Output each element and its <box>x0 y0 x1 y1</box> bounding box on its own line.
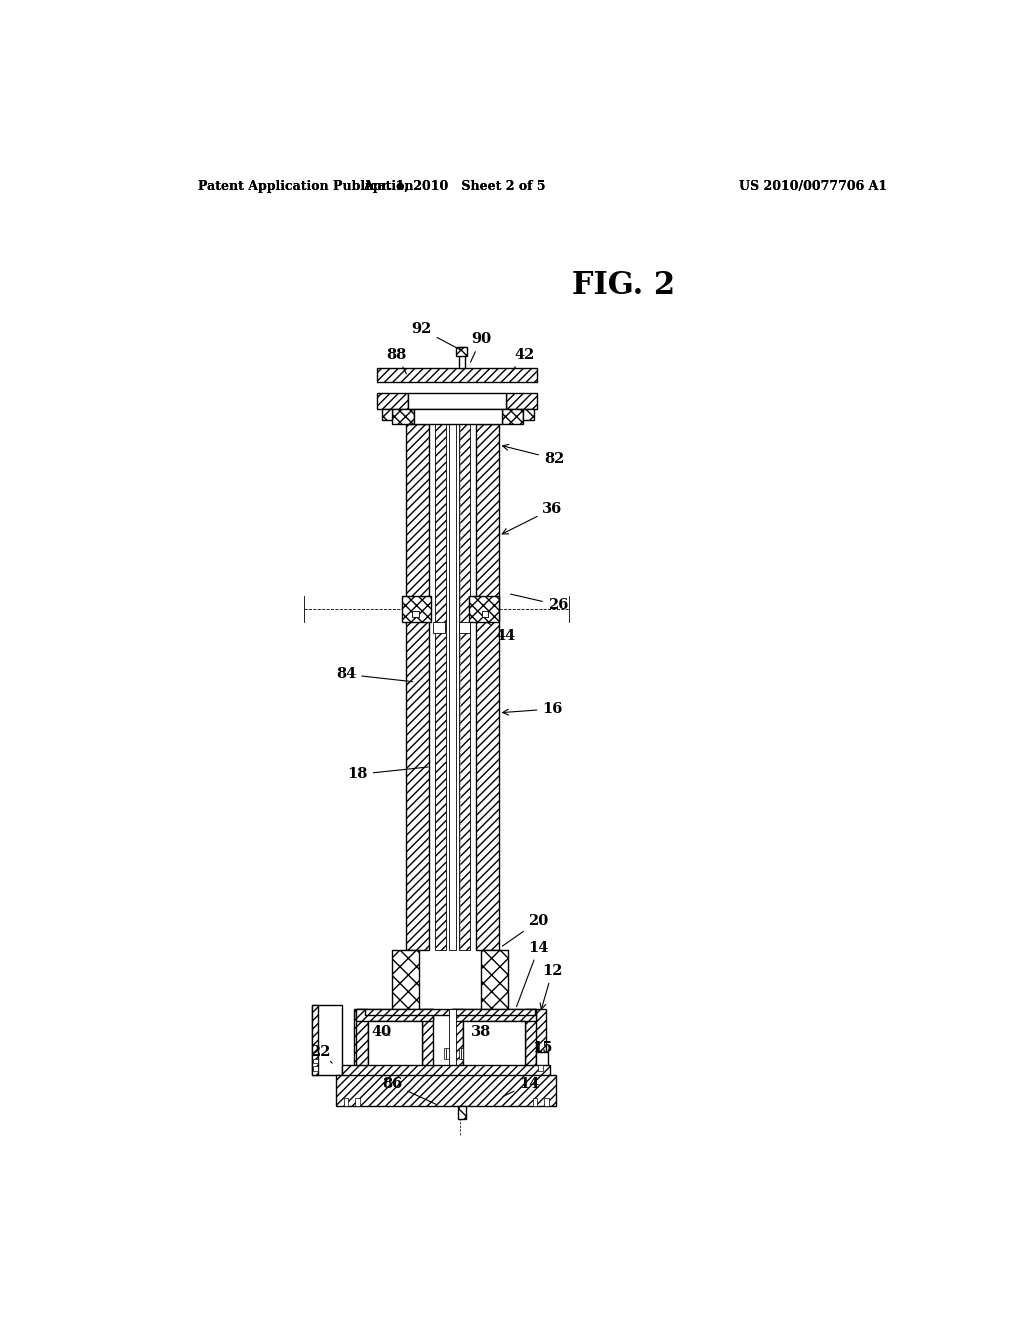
Bar <box>377 393 408 409</box>
Bar <box>422 1010 433 1074</box>
Bar <box>481 950 508 1010</box>
Text: 22: 22 <box>309 1044 333 1063</box>
Text: 15: 15 <box>532 1040 553 1055</box>
Bar <box>537 1052 548 1074</box>
Text: 36: 36 <box>502 502 562 533</box>
Bar <box>457 347 467 356</box>
Bar <box>502 409 523 424</box>
Text: 90: 90 <box>470 333 490 362</box>
Bar <box>368 1020 422 1074</box>
Bar <box>355 1098 360 1106</box>
Text: 38: 38 <box>471 1026 492 1039</box>
Bar <box>459 1048 461 1059</box>
Text: 40: 40 <box>372 1026 391 1039</box>
Text: 88: 88 <box>386 347 407 374</box>
Bar <box>523 409 535 420</box>
Text: 86: 86 <box>382 1077 436 1105</box>
Bar <box>481 611 487 618</box>
Bar <box>366 1010 535 1015</box>
Text: 12: 12 <box>540 964 563 1010</box>
Text: 20: 20 <box>503 913 549 946</box>
Text: 18: 18 <box>347 767 428 781</box>
Bar <box>506 393 538 409</box>
Text: 42: 42 <box>510 347 535 374</box>
Bar <box>382 409 392 420</box>
Bar <box>449 424 457 950</box>
Bar <box>459 347 465 368</box>
Bar <box>342 1065 550 1081</box>
Bar <box>313 1059 317 1063</box>
Bar <box>449 1010 457 1071</box>
Bar <box>444 1048 446 1059</box>
Bar <box>446 1048 449 1059</box>
Bar <box>435 424 446 950</box>
Bar <box>336 1074 556 1106</box>
Bar <box>313 1067 317 1071</box>
Bar <box>544 1098 549 1106</box>
Bar <box>401 595 431 622</box>
Bar <box>463 1020 524 1074</box>
Text: FIG. 2: FIG. 2 <box>571 271 675 301</box>
Bar <box>377 368 538 381</box>
Bar <box>356 1010 433 1020</box>
Bar <box>311 1006 317 1074</box>
Bar <box>458 1106 466 1119</box>
Bar <box>413 611 419 618</box>
Text: 16: 16 <box>503 702 563 715</box>
Text: US 2010/0077706 A1: US 2010/0077706 A1 <box>739 181 887 194</box>
Bar <box>408 393 506 409</box>
Bar <box>459 622 470 634</box>
Bar <box>535 1010 547 1074</box>
Text: 14: 14 <box>503 1077 540 1097</box>
Bar <box>461 1048 463 1059</box>
Bar <box>311 1006 342 1074</box>
Text: 26: 26 <box>511 594 568 612</box>
Bar <box>452 1010 463 1074</box>
Bar <box>524 1010 537 1074</box>
Bar <box>354 1010 366 1074</box>
Text: 44: 44 <box>487 622 516 643</box>
Bar <box>407 424 429 950</box>
Text: Apr. 1, 2010   Sheet 2 of 5: Apr. 1, 2010 Sheet 2 of 5 <box>362 181 545 194</box>
Text: 84: 84 <box>336 668 413 681</box>
Bar <box>459 424 470 950</box>
Bar <box>356 1010 368 1074</box>
Bar <box>469 595 499 622</box>
Bar <box>344 1098 348 1106</box>
Text: US 2010/0077706 A1: US 2010/0077706 A1 <box>739 181 887 194</box>
Bar <box>414 409 502 424</box>
Text: 92: 92 <box>412 322 460 350</box>
Text: 14: 14 <box>516 941 549 1007</box>
Text: Apr. 1, 2010   Sheet 2 of 5: Apr. 1, 2010 Sheet 2 of 5 <box>362 181 545 194</box>
Bar <box>532 1098 538 1106</box>
Text: Patent Application Publication: Patent Application Publication <box>199 181 414 194</box>
Bar <box>452 1010 537 1020</box>
Bar <box>475 424 499 950</box>
Bar <box>392 950 419 1010</box>
Text: Patent Application Publication: Patent Application Publication <box>199 181 414 194</box>
Text: 82: 82 <box>503 445 564 466</box>
Bar <box>433 622 444 634</box>
Bar <box>392 409 414 424</box>
Bar <box>538 1065 543 1071</box>
